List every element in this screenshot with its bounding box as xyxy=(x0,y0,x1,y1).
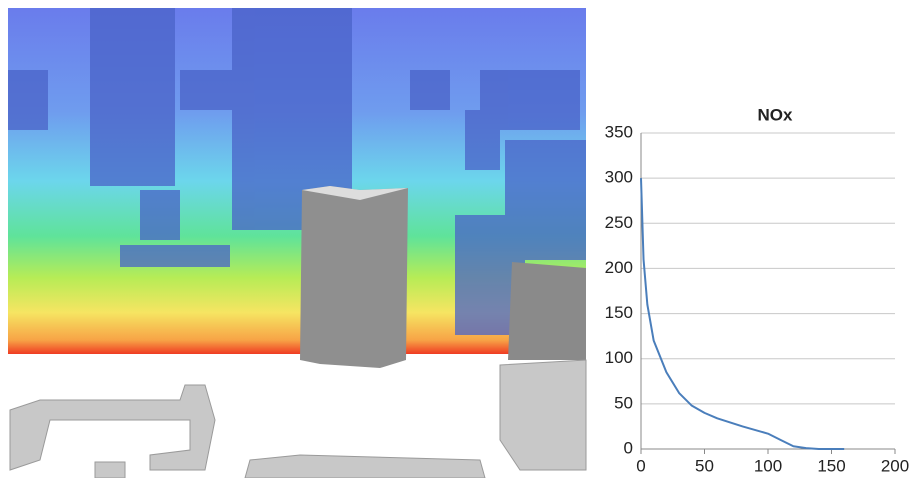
y-tick-label: 200 xyxy=(605,258,633,277)
rendered-scene xyxy=(8,8,586,478)
y-tick-label: 250 xyxy=(605,213,633,232)
y-tick-label: 50 xyxy=(614,393,633,412)
x-tick-label: 0 xyxy=(636,456,645,475)
x-tick-label: 100 xyxy=(754,456,782,475)
y-tick-label: 150 xyxy=(605,303,633,322)
y-tick-label: 0 xyxy=(624,438,633,457)
x-tick-label: 150 xyxy=(817,456,845,475)
chart-title: NOx xyxy=(758,105,794,124)
y-tick-label: 100 xyxy=(605,348,633,367)
line-chart: 0 50 100 150 200 250 300 350 0 50 100 150 200 xyxy=(605,122,910,475)
x-tick-label: 200 xyxy=(881,456,909,475)
y-tick-label: 300 xyxy=(605,168,633,187)
x-tick-label: 50 xyxy=(695,456,714,475)
y-tick-label: 350 xyxy=(605,122,633,141)
screenshot: NOx 0 50 100 150 200 250 300 350 0 50 100 150 200 xyxy=(0,0,918,478)
